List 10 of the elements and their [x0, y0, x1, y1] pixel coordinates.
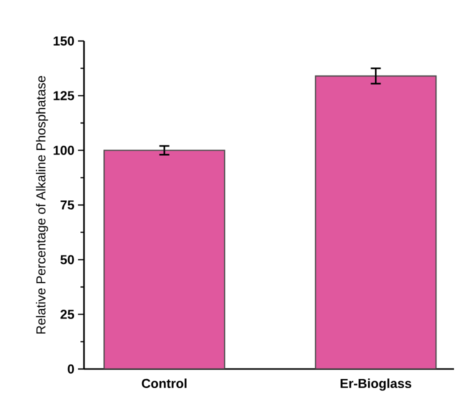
y-tick-label: 0: [68, 364, 74, 374]
y-tick-label: 50: [60, 255, 74, 264]
y-axis-title: Relative Percentage of Alkaline Phosphatase: [36, 76, 48, 334]
y-tick-label: 150: [54, 36, 74, 46]
y-tick-label: 75: [60, 200, 74, 210]
x-tick-label: Er-Bioglass: [340, 378, 412, 391]
x-tick-label: Control: [142, 378, 186, 388]
y-tick-label: 25: [60, 310, 74, 319]
y-tick-label: 125: [54, 91, 74, 100]
y-tick-label: 100: [54, 146, 74, 155]
